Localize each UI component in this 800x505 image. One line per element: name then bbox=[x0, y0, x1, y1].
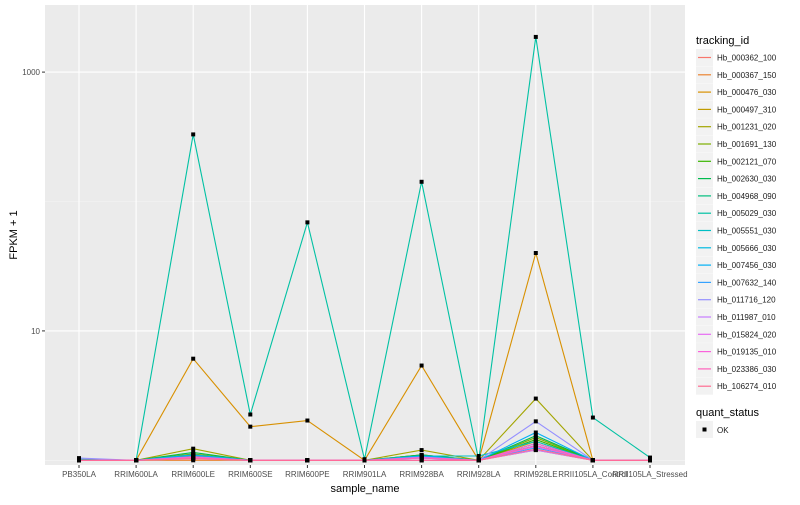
data-point bbox=[419, 179, 424, 184]
y-axis-title: FPKM + 1 bbox=[8, 210, 20, 259]
legend-label: Hb_015824_020 bbox=[717, 330, 777, 339]
data-point bbox=[533, 430, 538, 435]
data-point bbox=[419, 458, 424, 463]
legend-label: Hb_000497_310 bbox=[717, 105, 777, 114]
data-point bbox=[419, 448, 424, 453]
x-tick-label: RRIM600SE bbox=[228, 470, 272, 479]
data-point bbox=[191, 356, 196, 361]
data-point bbox=[77, 456, 81, 461]
data-point bbox=[533, 34, 538, 39]
y-axis: 10 1000 bbox=[22, 68, 45, 336]
legend-label: Hb_000362_100 bbox=[717, 54, 777, 63]
data-point bbox=[533, 433, 538, 438]
legend-label: Hb_019135_010 bbox=[717, 348, 777, 357]
x-tick-label: RRIM600LE bbox=[171, 470, 215, 479]
legend-label: Hb_000367_150 bbox=[717, 71, 777, 80]
data-point bbox=[248, 458, 253, 463]
legend-label: Hb_002630_030 bbox=[717, 175, 777, 184]
legend-label: Hb_106274_010 bbox=[717, 382, 777, 391]
y-tick-label: 1000 bbox=[22, 68, 40, 77]
legend-label: Hb_001231_020 bbox=[717, 123, 777, 132]
grid-lines bbox=[45, 5, 685, 465]
x-tick-label: RRII105LA_Control bbox=[558, 470, 628, 479]
shape-legend-label: OK bbox=[717, 426, 729, 435]
data-point bbox=[305, 418, 310, 423]
x-tick-label: RRIM928LE bbox=[514, 470, 558, 479]
x-axis-title: sample_name bbox=[330, 483, 399, 495]
data-point bbox=[533, 447, 538, 452]
data-point bbox=[476, 458, 481, 463]
legend-label: Hb_002121_070 bbox=[717, 157, 777, 166]
data-point bbox=[419, 363, 424, 368]
data-points bbox=[77, 34, 652, 463]
data-point bbox=[305, 458, 310, 463]
x-tick-label: RRIM600LA bbox=[114, 470, 158, 479]
data-point bbox=[362, 458, 367, 463]
square-point-icon bbox=[702, 427, 707, 432]
data-point bbox=[191, 456, 196, 461]
data-point bbox=[248, 412, 253, 417]
legend-label: Hb_000476_030 bbox=[717, 88, 777, 97]
data-point bbox=[533, 439, 538, 444]
legend-label: Hb_004968_090 bbox=[717, 192, 777, 201]
legend-title: tracking_id bbox=[696, 35, 749, 47]
legend-label: Hb_001691_130 bbox=[717, 140, 777, 149]
data-point bbox=[533, 396, 538, 401]
data-point bbox=[533, 419, 538, 424]
legend-label: Hb_005551_030 bbox=[717, 227, 777, 236]
data-point bbox=[191, 132, 196, 137]
legend-label: Hb_023386_030 bbox=[717, 365, 777, 374]
shape-legend-title: quant_status bbox=[696, 407, 759, 419]
data-point bbox=[476, 453, 481, 458]
legend-label: Hb_011716_120 bbox=[717, 296, 776, 305]
data-point bbox=[590, 458, 595, 463]
x-tick-label: RRII105LA_Stressed bbox=[612, 470, 687, 479]
data-point bbox=[134, 458, 139, 463]
x-tick-label: RRIM928LA bbox=[457, 470, 501, 479]
legend-label: Hb_011987_010 bbox=[717, 313, 776, 322]
legend-label: Hb_005029_030 bbox=[717, 209, 777, 218]
x-axis: PB350LA RRIM600LA RRIM600LE RRIM600SE RRIM60… bbox=[62, 465, 688, 479]
data-point bbox=[191, 450, 196, 455]
data-point bbox=[648, 458, 652, 463]
x-tick-label: RRIM901LA bbox=[343, 470, 387, 479]
data-point bbox=[248, 424, 253, 429]
data-point bbox=[191, 446, 196, 451]
data-point bbox=[77, 458, 81, 463]
data-point bbox=[533, 250, 538, 255]
y-tick-label: 10 bbox=[31, 327, 40, 336]
x-tick-label: RRIM600PE bbox=[285, 470, 329, 479]
legend: tracking_id Hb_000362_100 Hb_000367_150 Hb… bbox=[696, 35, 777, 438]
data-point bbox=[533, 441, 538, 446]
legend-label: Hb_005666_030 bbox=[717, 244, 777, 253]
data-point bbox=[533, 443, 538, 448]
x-tick-label: RRIM928BA bbox=[399, 470, 444, 479]
data-point bbox=[648, 455, 652, 460]
data-point bbox=[590, 415, 595, 420]
legend-label: Hb_007632_140 bbox=[717, 278, 777, 287]
legend-label: Hb_007456_030 bbox=[717, 261, 777, 270]
x-tick-label: PB350LA bbox=[62, 470, 96, 479]
data-point bbox=[305, 220, 310, 225]
data-point bbox=[419, 456, 424, 461]
